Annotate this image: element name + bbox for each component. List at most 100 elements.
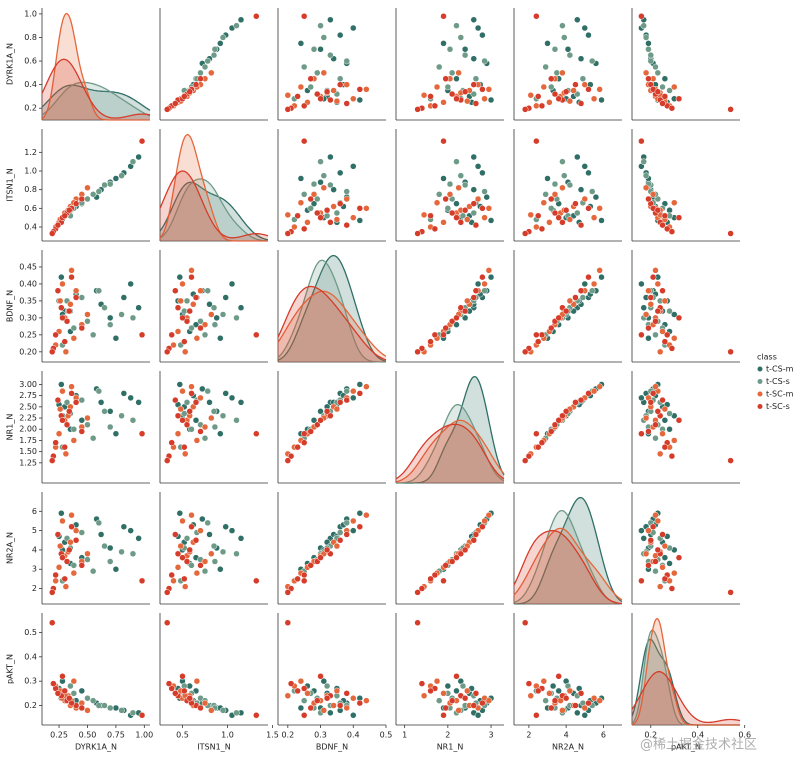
point <box>63 421 71 429</box>
point <box>237 16 245 24</box>
point <box>461 206 469 214</box>
point <box>453 200 460 207</box>
point <box>645 287 652 294</box>
point <box>208 707 215 714</box>
point <box>179 673 186 680</box>
point <box>483 193 490 201</box>
point <box>68 383 75 390</box>
point <box>464 97 471 105</box>
point <box>581 163 589 170</box>
point <box>95 387 103 395</box>
point <box>659 83 666 91</box>
point <box>572 702 579 709</box>
point <box>284 106 292 113</box>
point <box>68 511 75 519</box>
y-tick-label: 3.00 <box>19 380 37 389</box>
point <box>562 206 570 214</box>
kde-line <box>159 170 269 239</box>
kde-area <box>632 618 740 725</box>
point <box>217 334 224 342</box>
point <box>54 690 62 697</box>
point <box>555 687 562 695</box>
point <box>671 199 678 206</box>
point <box>176 273 184 281</box>
point <box>68 390 75 397</box>
point <box>330 702 337 709</box>
point <box>70 562 78 569</box>
point <box>642 414 650 422</box>
point <box>320 34 328 41</box>
point <box>120 294 128 301</box>
point <box>542 63 549 71</box>
point <box>343 81 350 88</box>
point <box>540 677 548 685</box>
point <box>330 186 337 193</box>
point <box>457 34 465 41</box>
x-tick-label: 0.6 <box>738 731 751 740</box>
point <box>363 86 370 93</box>
point <box>317 46 324 53</box>
point <box>431 571 439 579</box>
point <box>300 712 308 719</box>
point <box>192 537 200 544</box>
point <box>534 93 542 100</box>
point <box>66 408 73 415</box>
point <box>297 83 305 91</box>
kde-line <box>41 84 151 111</box>
point <box>555 417 562 424</box>
point <box>420 211 428 219</box>
point <box>217 565 224 573</box>
point <box>197 428 204 435</box>
point <box>442 704 449 712</box>
point <box>61 443 68 451</box>
point <box>84 184 91 192</box>
point <box>453 554 460 561</box>
point <box>350 163 357 170</box>
point <box>179 387 186 395</box>
point <box>638 13 645 20</box>
point <box>652 511 659 519</box>
point <box>343 690 350 697</box>
point <box>97 399 105 406</box>
point <box>172 396 179 404</box>
point <box>300 102 308 110</box>
point <box>323 546 331 554</box>
point <box>647 51 655 59</box>
point <box>222 523 229 531</box>
point <box>314 90 321 98</box>
point <box>138 331 146 339</box>
point <box>201 567 209 575</box>
point <box>555 314 562 322</box>
point <box>70 425 78 433</box>
point <box>547 195 555 203</box>
point <box>479 86 486 93</box>
point <box>645 75 652 82</box>
point <box>577 100 585 107</box>
point <box>192 321 200 328</box>
point <box>666 307 673 315</box>
kde-area <box>514 530 622 604</box>
point <box>659 564 666 571</box>
point <box>192 294 200 301</box>
point <box>487 217 495 224</box>
point <box>211 423 219 431</box>
point <box>217 430 224 437</box>
point <box>581 704 589 712</box>
point <box>78 195 86 203</box>
point <box>577 396 585 404</box>
point <box>418 585 426 592</box>
point <box>70 690 78 697</box>
point <box>201 423 209 431</box>
point <box>168 685 175 692</box>
point <box>323 206 331 214</box>
point <box>343 387 350 395</box>
point <box>106 314 114 322</box>
point <box>217 40 224 47</box>
x-tick-label: 0.25 <box>50 731 68 740</box>
point <box>183 318 191 325</box>
point <box>70 677 78 685</box>
point <box>661 575 669 583</box>
point <box>645 195 652 203</box>
point <box>48 457 56 464</box>
x-tick-label: 0.3 <box>314 731 327 740</box>
